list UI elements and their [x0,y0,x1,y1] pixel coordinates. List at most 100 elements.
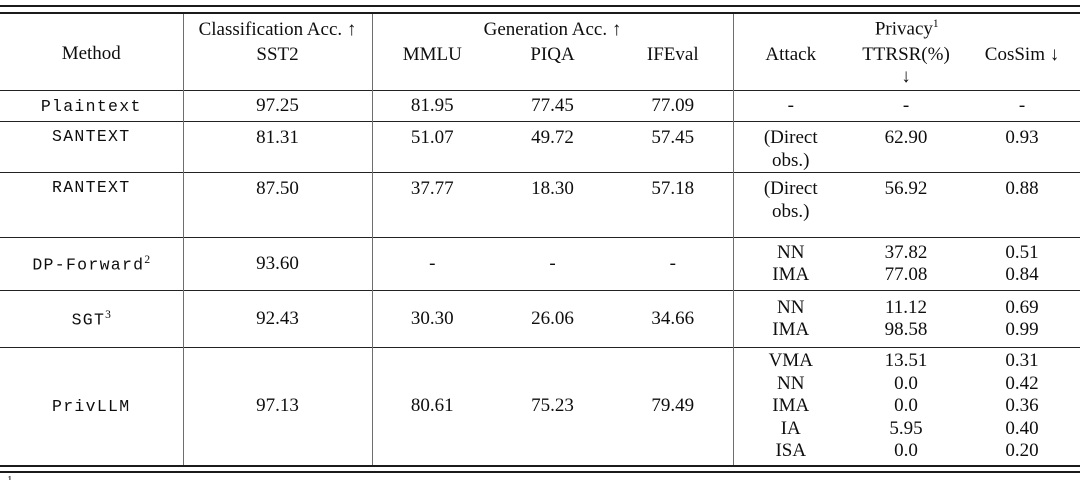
mmlu-label: MMLU [402,43,462,65]
cossim-line: 0.51 [1005,241,1039,263]
cossim-cell: 0.51 0.84 [964,238,1080,291]
method-cell: RANTEXT [52,178,131,197]
attack-cell: - [732,90,848,122]
cossim-cell: 0.31 0.42 0.36 0.40 0.20 [964,348,1080,465]
method-footnote-marker: 2 [144,253,151,266]
mmlu-cell: 30.30 [371,290,492,348]
attack-line: ISA [775,440,807,461]
attack-cell: NN IMA [732,237,848,291]
ttrsr-line: 0.0 [894,372,918,394]
table-row-dp-forward: DP-Forward2 93.60 - - - NN IMA 37.82 77.… [0,237,1080,291]
table-row-santext: SANTEXT 81.31 51.07 49.72 57.45 (Direct … [0,121,1080,173]
header-ttrsr: TTRSR(%) ↓ [848,42,964,91]
mmlu-cell: 37.77 [371,172,492,238]
sst2-cell: 87.50 [182,172,372,238]
header-generation-group: Generation Acc. ↑ [371,13,733,42]
ttrsr-line: 5.95 [889,417,923,439]
attack-cell: VMA NN IMA IA ISA [732,347,848,465]
ttrsr-line: 13.51 [884,350,928,371]
ifeval-cell: 57.45 [651,127,695,148]
cossim-line: 0.40 [1005,417,1039,439]
ttrsr-line: 37.82 [884,241,928,263]
mmlu-cell: 51.07 [371,121,492,173]
sst2-cell: 81.31 [182,121,372,173]
table-row-sgt: SGT3 92.43 30.30 26.06 34.66 NN IMA 11.1… [0,290,1080,348]
attack-line: IA [780,417,801,439]
ttrsr-cell: - [902,95,910,116]
piqa-cell: 18.30 [531,178,574,199]
ttrsr-cell: 37.82 77.08 [848,238,964,291]
piqa-cell: 49.72 [531,127,574,148]
mmlu-cell: 81.95 [371,90,492,122]
privacy-footnote-marker: 1 [932,18,939,31]
piqa-cell: 77.45 [531,95,574,116]
attack-cell: (Direct obs.) [732,172,848,238]
cossim-line: 0.36 [1005,395,1039,416]
table-body: Plaintext 97.25 81.95 77.45 77.09 - - - … [0,90,1080,465]
generation-group-label: Generation Acc. ↑ [483,18,622,40]
header-piqa: PIQA [492,42,613,91]
sst2-label: SST2 [256,43,299,65]
ttrsr-line: 11.12 [884,296,928,318]
ttrsr-cell: 13.51 0.0 0.0 5.95 0.0 [848,348,964,465]
attack-line: (Direct [763,127,818,148]
attack-label: Attack [765,43,817,65]
header-attack: Attack [732,41,848,91]
header-group-row: Method Classification Acc. ↑ Generation … [0,13,1080,64]
ifeval-label: IFEval [646,43,699,65]
piqa-label: PIQA [530,43,575,65]
attack-line: (Direct [763,178,818,199]
ttrsr-cell: 62.90 [884,127,928,148]
header-subcolumn-row: SST2 MMLU PIQA IFEval Attack TTRSR(%) ↓ [0,41,1080,91]
cossim-cell: 0.69 0.99 [964,291,1080,348]
piqa-cell: - [549,253,556,274]
header-method-label: Method [61,42,121,64]
table-row-privllm: PrivLLM 97.13 80.61 75.23 79.49 VMA NN I… [0,347,1080,465]
ifeval-cell: 79.49 [651,395,695,417]
cossim-cell: 0.93 [1005,127,1039,148]
attack-line: NN [777,241,805,263]
table-row-plaintext: Plaintext 97.25 81.95 77.45 77.09 - - - [0,90,1080,122]
paper-results-table-figure: Method Classification Acc. ↑ Generation … [0,5,1080,480]
method-label: DP-Forward [32,255,145,275]
cossim-line: 0.20 [1005,440,1039,461]
table-header: Method Classification Acc. ↑ Generation … [0,13,1080,91]
header-mmlu: MMLU [371,41,492,91]
piqa-cell: 26.06 [531,308,574,329]
cossim-line: 0.42 [1005,372,1039,394]
sst2-cell: 97.25 [182,90,372,122]
sst2-cell: 97.13 [182,347,372,465]
down-arrow-icon: ↓ [901,65,911,87]
mmlu-cell: - [371,237,492,291]
footnote-marker: 1 [7,474,13,480]
cossim-cell: - [1018,95,1026,116]
header-method: Method [0,14,183,91]
cossim-line: 0.31 [1005,350,1039,371]
mmlu-cell: 80.61 [371,347,492,465]
ifeval-cell: - [669,253,676,274]
header-cossim: CosSim ↓ [964,42,1080,91]
cossim-line: 0.69 [1005,296,1039,318]
ifeval-cell: 77.09 [651,95,695,116]
ttrsr-line: 98.58 [884,319,928,340]
method-cell: PrivLLM [52,396,131,416]
ttrsr-cell: 11.12 98.58 [848,291,964,348]
bottom-double-rule [0,464,1080,473]
sst2-cell: 92.43 [182,290,372,348]
method-cell: DP-Forward2 [0,238,183,291]
ttrsr-line: 77.08 [884,264,928,285]
ifeval-cell: 34.66 [651,308,695,329]
attack-cell: NN IMA [732,290,848,348]
cossim-label: CosSim ↓ [984,43,1060,65]
attack-line: obs.) [772,149,810,171]
privacy-group-label: Privacy [874,18,933,40]
attack-line: IMA [772,264,810,285]
ifeval-cell: 57.18 [651,178,695,199]
attack-line: IMA [772,395,810,416]
ttrsr-label: TTRSR(%) [862,43,950,65]
method-footnote-marker: 3 [105,308,111,321]
piqa-cell: 75.23 [531,395,574,417]
ttrsr-line: 0.0 [894,440,918,461]
header-privacy-group: Privacy1 [732,13,1080,42]
cossim-line: 0.84 [1005,264,1039,285]
